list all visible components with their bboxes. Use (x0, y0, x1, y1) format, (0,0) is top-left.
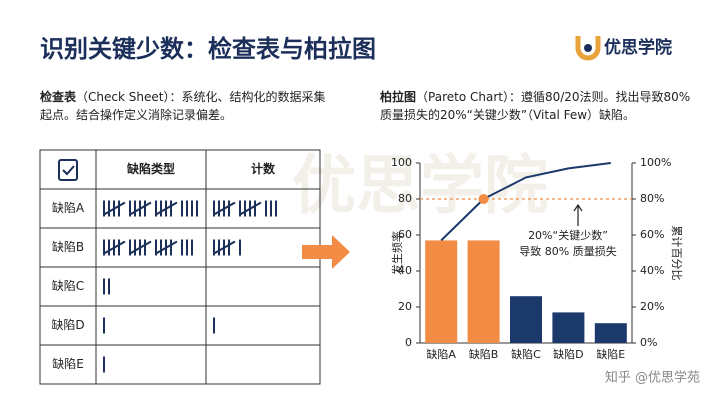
tally (103, 278, 110, 295)
x-tick-label: 缺陷C (511, 347, 541, 361)
tally (213, 239, 241, 256)
cumulative-line (440, 162, 611, 242)
y-tick-label: 80 (398, 192, 412, 205)
row-label: 缺陷C (52, 278, 84, 293)
y2-tick-label: 0% (640, 336, 657, 349)
arrow (302, 235, 350, 269)
column-header: 计数 (251, 161, 276, 176)
tally-slash (239, 201, 262, 216)
column-header: 缺陷类型 (127, 161, 175, 176)
tally (103, 239, 193, 256)
x-tick-label: 缺陷E (596, 347, 625, 361)
bar (552, 312, 585, 343)
x-tick-label: 缺陷D (553, 347, 583, 361)
check (62, 165, 75, 176)
footer-watermark: 知乎 @优思学苑 (605, 370, 700, 386)
x-tick-label: 缺陷B (469, 347, 499, 361)
y-tick-label: 100 (391, 156, 412, 169)
bar (425, 240, 458, 343)
note-body: （Pareto Chart）：遵循80/20法则。找出导致80%质量损失的20%… (380, 90, 691, 122)
tally-slash (103, 201, 126, 216)
row-label: 缺陷A (52, 200, 85, 215)
tally-slash (155, 240, 178, 255)
bar (510, 296, 542, 343)
bar (467, 240, 500, 343)
y-tick-label: 60 (398, 228, 412, 241)
left-note: 检查表（Check Sheet）：系统化、结构化的数据采集起点。结合操作定义消除… (40, 88, 330, 124)
logo-text: 优思学院 (604, 37, 672, 58)
y-tick-label: 40 (398, 264, 412, 277)
y2-tick-label: 100% (640, 156, 671, 169)
tally (213, 200, 277, 217)
slide-title: 识别关键少数：检查表与柏拉图 (40, 35, 376, 63)
tally (103, 200, 198, 217)
note-body: （Check Sheet）：系统化、结构化的数据采集起点。结合操作定义消除记录偏… (40, 90, 326, 122)
tally-slash (213, 240, 236, 255)
y2-axis-label: 累计百分比 (670, 226, 683, 281)
annotation: 导致 80% 质量损失 (519, 244, 616, 258)
y2-tick-label: 20% (640, 300, 664, 313)
y2-tick-label: 40% (640, 264, 664, 277)
y-tick-label: 0 (405, 336, 412, 349)
y-axis-label: 发生频率 (390, 231, 404, 275)
tally-slash (213, 201, 236, 216)
bar (594, 323, 627, 343)
note-lead: 柏拉图 (380, 90, 417, 104)
y2-tick-label: 60% (640, 228, 664, 241)
right-note: 柏拉图（Pareto Chart）：遵循80/20法则。找出导致80%质量损失的… (380, 88, 698, 124)
annotation: 20%“关键少数” (528, 228, 608, 242)
row-label: 缺陷E (52, 356, 84, 371)
tally-slash (129, 201, 152, 216)
threshold-marker (478, 194, 489, 204)
y2-tick-label: 80% (640, 192, 664, 205)
clipboard (58, 159, 78, 181)
pareto-chart: 0 20 40 60 80 100 0% 20% 40% 60% 80% 100% 发生频率 累计百分比缺… (390, 156, 683, 361)
clipboard-icon (58, 159, 78, 181)
note-lead: 检查表 (40, 90, 77, 104)
y-tick-label: 20 (398, 300, 412, 313)
x-tick-label: 缺陷A (426, 347, 456, 361)
row-label: 缺陷D (51, 317, 84, 332)
tally-slash (103, 240, 126, 255)
row-label: 缺陷B (52, 239, 84, 254)
tally-slash (129, 240, 152, 255)
annotation-arrow (573, 203, 583, 226)
logo-icon (575, 36, 601, 61)
tally-slash (155, 201, 178, 216)
